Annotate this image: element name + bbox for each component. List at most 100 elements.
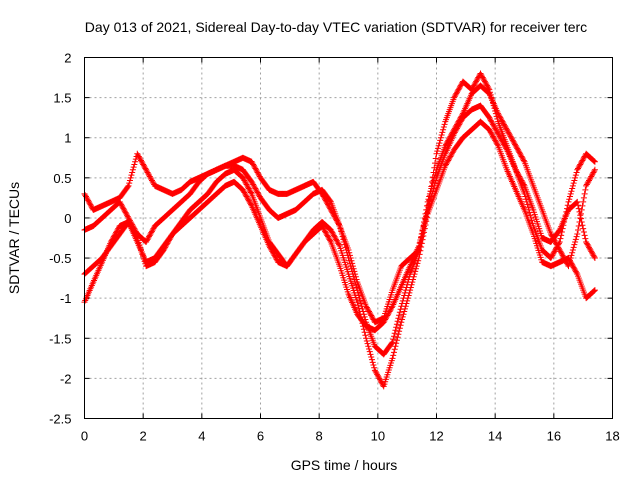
data-point — [440, 124, 447, 131]
data-point — [379, 382, 386, 389]
data-point — [480, 75, 487, 82]
data-point — [109, 236, 116, 243]
x-tick-label: 16 — [547, 429, 561, 444]
data-point — [520, 180, 527, 187]
data-point — [550, 249, 557, 256]
data-point — [413, 263, 420, 270]
data-point — [548, 253, 555, 260]
data-point — [408, 281, 415, 288]
grid-lines — [84, 57, 613, 419]
data-point — [326, 204, 333, 211]
data-point — [513, 168, 520, 175]
data-point — [516, 149, 523, 156]
data-point — [473, 77, 480, 84]
x-tick-label: 0 — [81, 429, 88, 444]
data-point — [401, 308, 408, 315]
data-point — [583, 239, 590, 246]
data-point — [268, 247, 275, 254]
data-point — [591, 253, 598, 260]
data-point — [146, 232, 153, 239]
data-point — [410, 276, 417, 283]
data-point — [590, 169, 597, 176]
data-point — [513, 144, 520, 151]
data-point — [440, 126, 447, 133]
data-point — [269, 248, 276, 255]
data-point — [398, 319, 405, 326]
data-point — [127, 174, 134, 181]
data-point — [578, 158, 585, 165]
data-point — [150, 180, 157, 187]
data-point — [435, 142, 442, 149]
data-point — [586, 177, 593, 184]
data-point — [454, 125, 461, 132]
data-point — [582, 235, 589, 242]
data-point — [386, 308, 393, 315]
data-point — [354, 299, 361, 306]
data-point — [431, 182, 438, 189]
data-point — [319, 224, 326, 231]
data-point — [341, 241, 348, 248]
data-point — [492, 138, 499, 145]
data-point — [323, 230, 330, 237]
data-point — [366, 348, 373, 355]
data-point — [511, 141, 518, 148]
data-point — [124, 213, 131, 220]
data-point — [364, 340, 371, 347]
data-point — [242, 178, 249, 185]
data-point — [555, 227, 562, 234]
data-point — [85, 197, 92, 204]
data-point — [499, 118, 506, 125]
data-point — [85, 198, 92, 205]
data-point — [394, 318, 401, 325]
data-point — [327, 237, 334, 244]
data-point — [588, 248, 595, 255]
data-point — [567, 259, 574, 266]
data-point — [433, 150, 440, 157]
data-point — [332, 235, 339, 241]
data-point — [424, 206, 431, 213]
data-point — [514, 170, 521, 177]
data-point — [333, 236, 340, 243]
data-point — [456, 85, 463, 92]
data-point — [557, 235, 564, 242]
data-point — [365, 343, 372, 350]
data-point — [575, 205, 582, 212]
data-point — [242, 190, 249, 197]
y-tick-label: -2 — [60, 371, 72, 386]
data-point — [574, 166, 581, 173]
data-point — [591, 255, 598, 262]
data-point — [421, 221, 428, 228]
data-point — [457, 118, 464, 125]
data-point — [557, 248, 564, 255]
data-point — [452, 128, 459, 135]
data-point — [573, 199, 580, 206]
data-point — [556, 247, 563, 254]
data-point — [512, 166, 519, 173]
data-point — [248, 158, 255, 165]
data-point — [488, 118, 495, 125]
data-point — [473, 78, 480, 85]
data-point — [390, 349, 397, 356]
data-point — [396, 325, 403, 332]
data-point — [582, 186, 589, 193]
data-point — [245, 185, 252, 192]
data-point — [390, 336, 397, 343]
data-point — [130, 164, 137, 171]
data-point — [148, 228, 155, 235]
data-point — [340, 236, 347, 243]
data-point — [524, 201, 531, 208]
data-point — [569, 185, 576, 192]
data-point — [572, 268, 579, 275]
data-point — [129, 166, 136, 173]
data-point — [503, 145, 510, 152]
data-point — [451, 94, 458, 101]
data-point — [143, 239, 150, 246]
data-point — [489, 121, 496, 128]
data-point — [346, 257, 353, 264]
x-tick-labels: 0 2 4 6 8 10 12 14 16 18 — [81, 429, 620, 444]
data-point — [368, 356, 375, 363]
data-point — [571, 241, 578, 248]
data-point — [516, 173, 523, 180]
data-point — [454, 89, 461, 96]
data-point — [273, 256, 280, 263]
